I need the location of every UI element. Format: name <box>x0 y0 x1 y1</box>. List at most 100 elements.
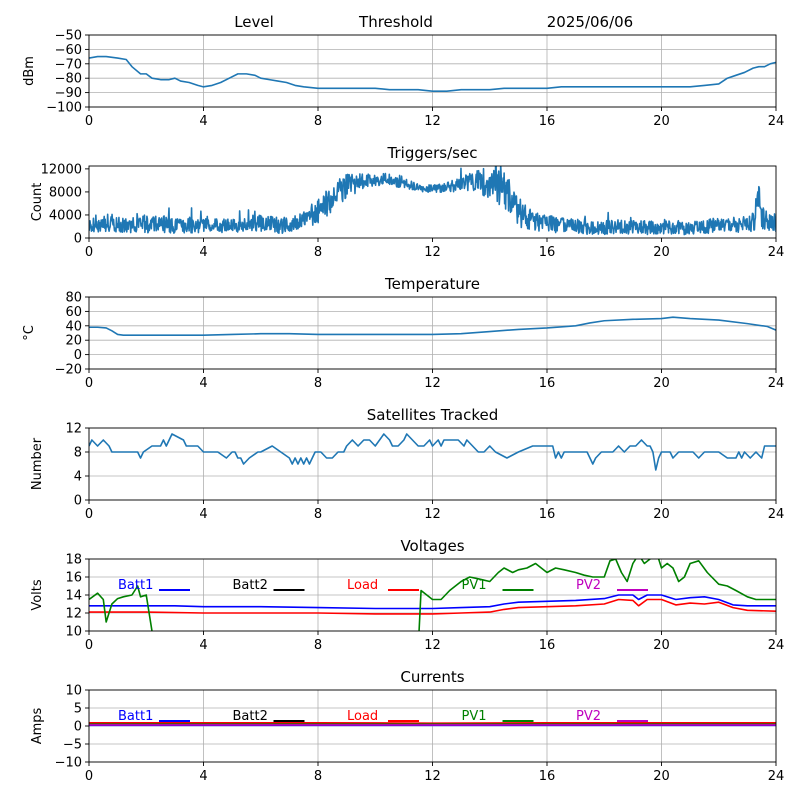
panel-0: 0 4 8 12 16 20 24 −100−90−80−70−60−50 dBm <box>22 29 784 130</box>
legend-label-batt1: Batt1 <box>118 578 153 593</box>
data-layer <box>89 721 776 727</box>
x-tick-label: 8 <box>314 114 322 129</box>
x-tick-label: 24 <box>768 507 785 522</box>
x-tick-label: 4 <box>199 507 207 522</box>
x-tick-label: 16 <box>539 769 556 784</box>
x-tick-label: 4 <box>199 114 207 129</box>
x-tick-label: 20 <box>653 114 670 129</box>
series-line-load <box>89 598 776 615</box>
x-tick-label: 4 <box>199 245 207 260</box>
y-tick-label: 12 <box>65 607 82 622</box>
x-tick-label: 24 <box>768 638 785 653</box>
y-axis-label: Amps <box>30 707 45 744</box>
x-tick-label: 4 <box>199 638 207 653</box>
series-line-0 <box>89 166 776 236</box>
x-tick-label: 16 <box>539 507 556 522</box>
y-tick-label: 0 <box>74 720 82 735</box>
y-tick-label: −60 <box>55 43 82 58</box>
y-tick-label: −5 <box>63 738 82 753</box>
x-tick-label: 8 <box>314 638 322 653</box>
x-tick-label: 4 <box>199 376 207 391</box>
x-tick-label: 16 <box>539 245 556 260</box>
legend-label-pv1: PV1 <box>462 709 487 724</box>
x-tick-label: 0 <box>85 507 93 522</box>
y-tick-label: 0 <box>74 348 82 363</box>
x-tick-label: 16 <box>539 114 556 129</box>
x-tick-label: 12 <box>424 507 441 522</box>
y-tick-label: 8000 <box>49 185 82 200</box>
y-axis-label: Number <box>30 437 45 490</box>
legend-label-load: Load <box>347 578 378 593</box>
x-tick-label: 0 <box>85 638 93 653</box>
series-line-0 <box>89 316 776 336</box>
x-tick-label: 20 <box>653 376 670 391</box>
y-axis-label: Count <box>30 183 45 222</box>
y-tick-label: −20 <box>55 363 82 378</box>
series-line-pv1 <box>89 559 776 631</box>
y-tick-label: 10 <box>65 684 82 699</box>
panel-3: 0 4 8 12 16 20 24 0 4 8 12 Satellites Tracked Number <box>30 406 784 522</box>
y-tick-label: 10 <box>65 625 82 640</box>
legend-label-batt2: Batt2 <box>233 578 268 593</box>
x-tick-label: 16 <box>539 376 556 391</box>
y-axis-label: °C <box>22 325 37 341</box>
data-layer <box>89 55 776 92</box>
y-tick-label: 5 <box>74 702 82 717</box>
y-tick-label: −80 <box>55 72 82 87</box>
legend-label-pv2: PV2 <box>576 709 601 724</box>
panel-1: 0 4 8 12 16 20 24 0 4000 8000 12000 Triggers/sec Cou… <box>30 144 784 260</box>
x-tick-label: 20 <box>653 507 670 522</box>
x-tick-label: 20 <box>653 769 670 784</box>
series-line-0 <box>89 433 776 471</box>
panel-title: Temperature <box>384 275 480 293</box>
y-tick-label: −90 <box>55 86 82 101</box>
x-tick-label: 12 <box>424 769 441 784</box>
y-tick-label: 16 <box>65 571 82 586</box>
y-tick-label: 12 <box>65 422 82 437</box>
x-tick-label: 12 <box>424 376 441 391</box>
panel-5: Batt1 Batt2 Load PV1 PV2 0 4 8 12 16 20 24 −10 −5 0 5 10… <box>30 668 784 784</box>
x-tick-label: 12 <box>424 245 441 260</box>
legend-label-batt2: Batt2 <box>233 709 268 724</box>
legend-label-pv1: PV1 <box>462 578 487 593</box>
x-tick-label: 24 <box>768 376 785 391</box>
series-line-batt1 <box>89 594 776 610</box>
y-tick-label: 4000 <box>49 208 82 223</box>
panel-title: Voltages <box>400 537 464 555</box>
x-tick-label: 0 <box>85 769 93 784</box>
x-tick-label: 4 <box>199 769 207 784</box>
x-tick-label: 24 <box>768 114 785 129</box>
y-tick-label: −10 <box>55 756 82 771</box>
x-tick-label: 20 <box>653 245 670 260</box>
y-tick-label: −50 <box>55 29 82 44</box>
x-tick-label: 0 <box>85 376 93 391</box>
y-tick-label: 12000 <box>41 162 82 177</box>
y-axis-label: dBm <box>22 56 37 86</box>
data-layer <box>89 559 776 631</box>
y-tick-label: 0 <box>74 494 82 509</box>
y-tick-label: 80 <box>65 291 82 306</box>
legend-label-load: Load <box>347 709 378 724</box>
y-tick-label: 40 <box>65 319 82 334</box>
y-tick-label: 20 <box>65 334 82 349</box>
y-tick-label: 60 <box>65 305 82 320</box>
panel-4: Batt1 Batt2 Load PV1 PV2 0 4 8 12 16 20 24 10 12 14 16 1… <box>30 537 784 653</box>
data-layer <box>89 166 776 236</box>
x-tick-label: 8 <box>314 245 322 260</box>
x-tick-label: 24 <box>768 245 785 260</box>
data-layer <box>89 433 776 471</box>
y-tick-label: 0 <box>74 232 82 247</box>
x-tick-label: 8 <box>314 769 322 784</box>
panel-title: Satellites Tracked <box>367 406 498 424</box>
panel-title: Triggers/sec <box>387 144 478 162</box>
x-tick-label: 8 <box>314 507 322 522</box>
x-tick-label: 0 <box>85 114 93 129</box>
y-tick-label: −100 <box>46 101 82 116</box>
y-tick-label: −70 <box>55 57 82 72</box>
series-line-0 <box>89 55 776 92</box>
panel-title: Currents <box>400 668 464 686</box>
y-tick-label: 14 <box>65 589 82 604</box>
x-tick-label: 16 <box>539 638 556 653</box>
x-tick-label: 0 <box>85 245 93 260</box>
